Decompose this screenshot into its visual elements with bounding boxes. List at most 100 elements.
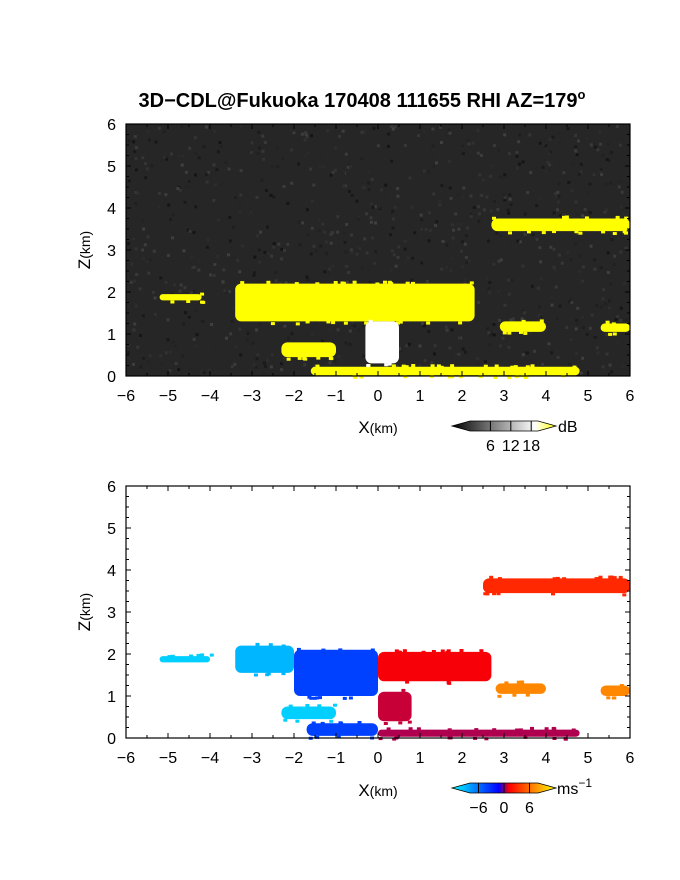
snr-noise-pixel (194, 173, 197, 177)
velocity-echo-pixel (407, 720, 412, 724)
snr-echo-pixel (611, 322, 616, 326)
snr-echo-pixel (539, 319, 544, 323)
snr-noise-pixel (348, 329, 352, 333)
snr-noise-pixel (270, 165, 274, 169)
velocity-echo-pixel (446, 681, 451, 684)
snr-noise-pixel (471, 141, 475, 145)
snr-echo-pixel (316, 356, 321, 360)
snr-noise-pixel (566, 251, 570, 254)
snr-echo-pixel (436, 364, 441, 368)
snr-noise-pixel (374, 250, 378, 254)
snr-noise-pixel (552, 265, 556, 269)
snr-echo-pixel (612, 232, 617, 235)
snr-noise-pixel (360, 130, 364, 134)
velocity-echo-pixel (520, 680, 525, 684)
snr-noise-pixel (547, 168, 551, 172)
snr-noise-pixel (153, 296, 157, 300)
snr-noise-pixel (581, 214, 585, 218)
snr-noise-pixel (170, 291, 174, 295)
snr-y-tick-label: 0 (107, 369, 116, 386)
velocity-echo-pixel (321, 648, 326, 652)
snr-noise-pixel (220, 182, 224, 186)
snr-noise-pixel (476, 361, 480, 365)
velocity-echo-pixel (281, 644, 286, 648)
snr-noise-pixel (169, 152, 173, 156)
snr-noise-pixel (138, 287, 142, 291)
snr-echo-pixel (521, 319, 526, 323)
snr-noise-pixel (362, 354, 365, 358)
velocity-echo-pixel (189, 654, 194, 658)
snr-echo-pixel (333, 281, 338, 284)
snr-noise-pixel (369, 220, 373, 224)
snr-noise-pixel (250, 141, 254, 145)
snr-noise-pixel (516, 239, 520, 243)
snr-noise-pixel (303, 363, 307, 367)
snr-noise-pixel (567, 181, 571, 184)
snr-noise-pixel (369, 216, 373, 220)
snr-noise-pixel (596, 148, 600, 152)
snr-noise-pixel (493, 144, 496, 148)
snr-noise-pixel (601, 297, 605, 301)
snr-noise-pixel (213, 129, 216, 133)
snr-noise-pixel (142, 356, 145, 360)
snr-noise-pixel (569, 338, 573, 342)
snr-noise-pixel (518, 240, 522, 244)
velocity-echo-region (294, 649, 378, 696)
snr-noise-pixel (454, 212, 458, 216)
snr-noise-pixel (427, 330, 431, 333)
snr-noise-pixel (188, 146, 192, 150)
snr-noise-pixel (246, 331, 250, 335)
snr-noise-pixel (448, 346, 452, 350)
snr-noise-pixel (472, 206, 476, 209)
snr-noise-pixel (608, 363, 612, 367)
snr-noise-pixel (201, 320, 205, 324)
snr-echo-pixel (526, 230, 531, 234)
snr-noise-pixel (476, 357, 480, 360)
snr-noise-pixel (599, 168, 603, 172)
snr-noise-pixel (171, 213, 175, 217)
snr-noise-pixel (604, 302, 608, 306)
snr-noise-pixel (344, 152, 348, 156)
snr-noise-pixel (297, 162, 301, 166)
snr-noise-pixel (599, 142, 602, 146)
snr-noise-pixel (461, 196, 465, 199)
snr-echo-pixel (562, 215, 566, 219)
snr-echo-pixel (612, 332, 617, 336)
snr-noise-pixel (499, 234, 503, 238)
snr-noise-pixel (333, 168, 337, 172)
velocity-x-tick-label: 3 (500, 750, 509, 767)
snr-noise-pixel (183, 286, 187, 290)
snr-noise-pixel (192, 265, 196, 269)
snr-noise-pixel (178, 289, 182, 293)
snr-noise-pixel (357, 247, 361, 251)
snr-noise-pixel (228, 215, 232, 219)
snr-noise-pixel (507, 211, 511, 215)
snr-noise-pixel (350, 251, 354, 255)
snr-noise-pixel (588, 326, 592, 330)
snr-noise-pixel (272, 242, 276, 246)
snr-noise-pixel (130, 157, 134, 161)
snr-noise-pixel (212, 199, 216, 202)
snr-noise-pixel (602, 288, 605, 292)
snr-noise-pixel (483, 360, 487, 364)
snr-noise-pixel (445, 135, 449, 139)
snr-noise-pixel (134, 157, 138, 161)
snr-noise-pixel (256, 152, 260, 156)
snr-echo-pixel (601, 230, 606, 234)
velocity-echo-pixel (392, 737, 397, 741)
snr-echo-pixel (200, 292, 205, 296)
snr-noise-pixel (431, 144, 435, 148)
snr-noise-pixel (132, 362, 135, 366)
snr-noise-pixel (362, 186, 366, 189)
snr-noise-pixel (280, 362, 283, 366)
snr-noise-pixel (134, 304, 138, 308)
snr-noise-pixel (308, 162, 312, 166)
snr-noise-pixel (284, 281, 288, 285)
snr-noise-pixel (298, 243, 302, 247)
snr-noise-pixel (348, 190, 351, 193)
velocity-echo-pixel (440, 649, 445, 653)
snr-noise-pixel (188, 229, 192, 233)
snr-x-tick-label: 2 (458, 388, 467, 405)
snr-noise-pixel (547, 342, 551, 346)
snr-noise-pixel (594, 145, 597, 149)
